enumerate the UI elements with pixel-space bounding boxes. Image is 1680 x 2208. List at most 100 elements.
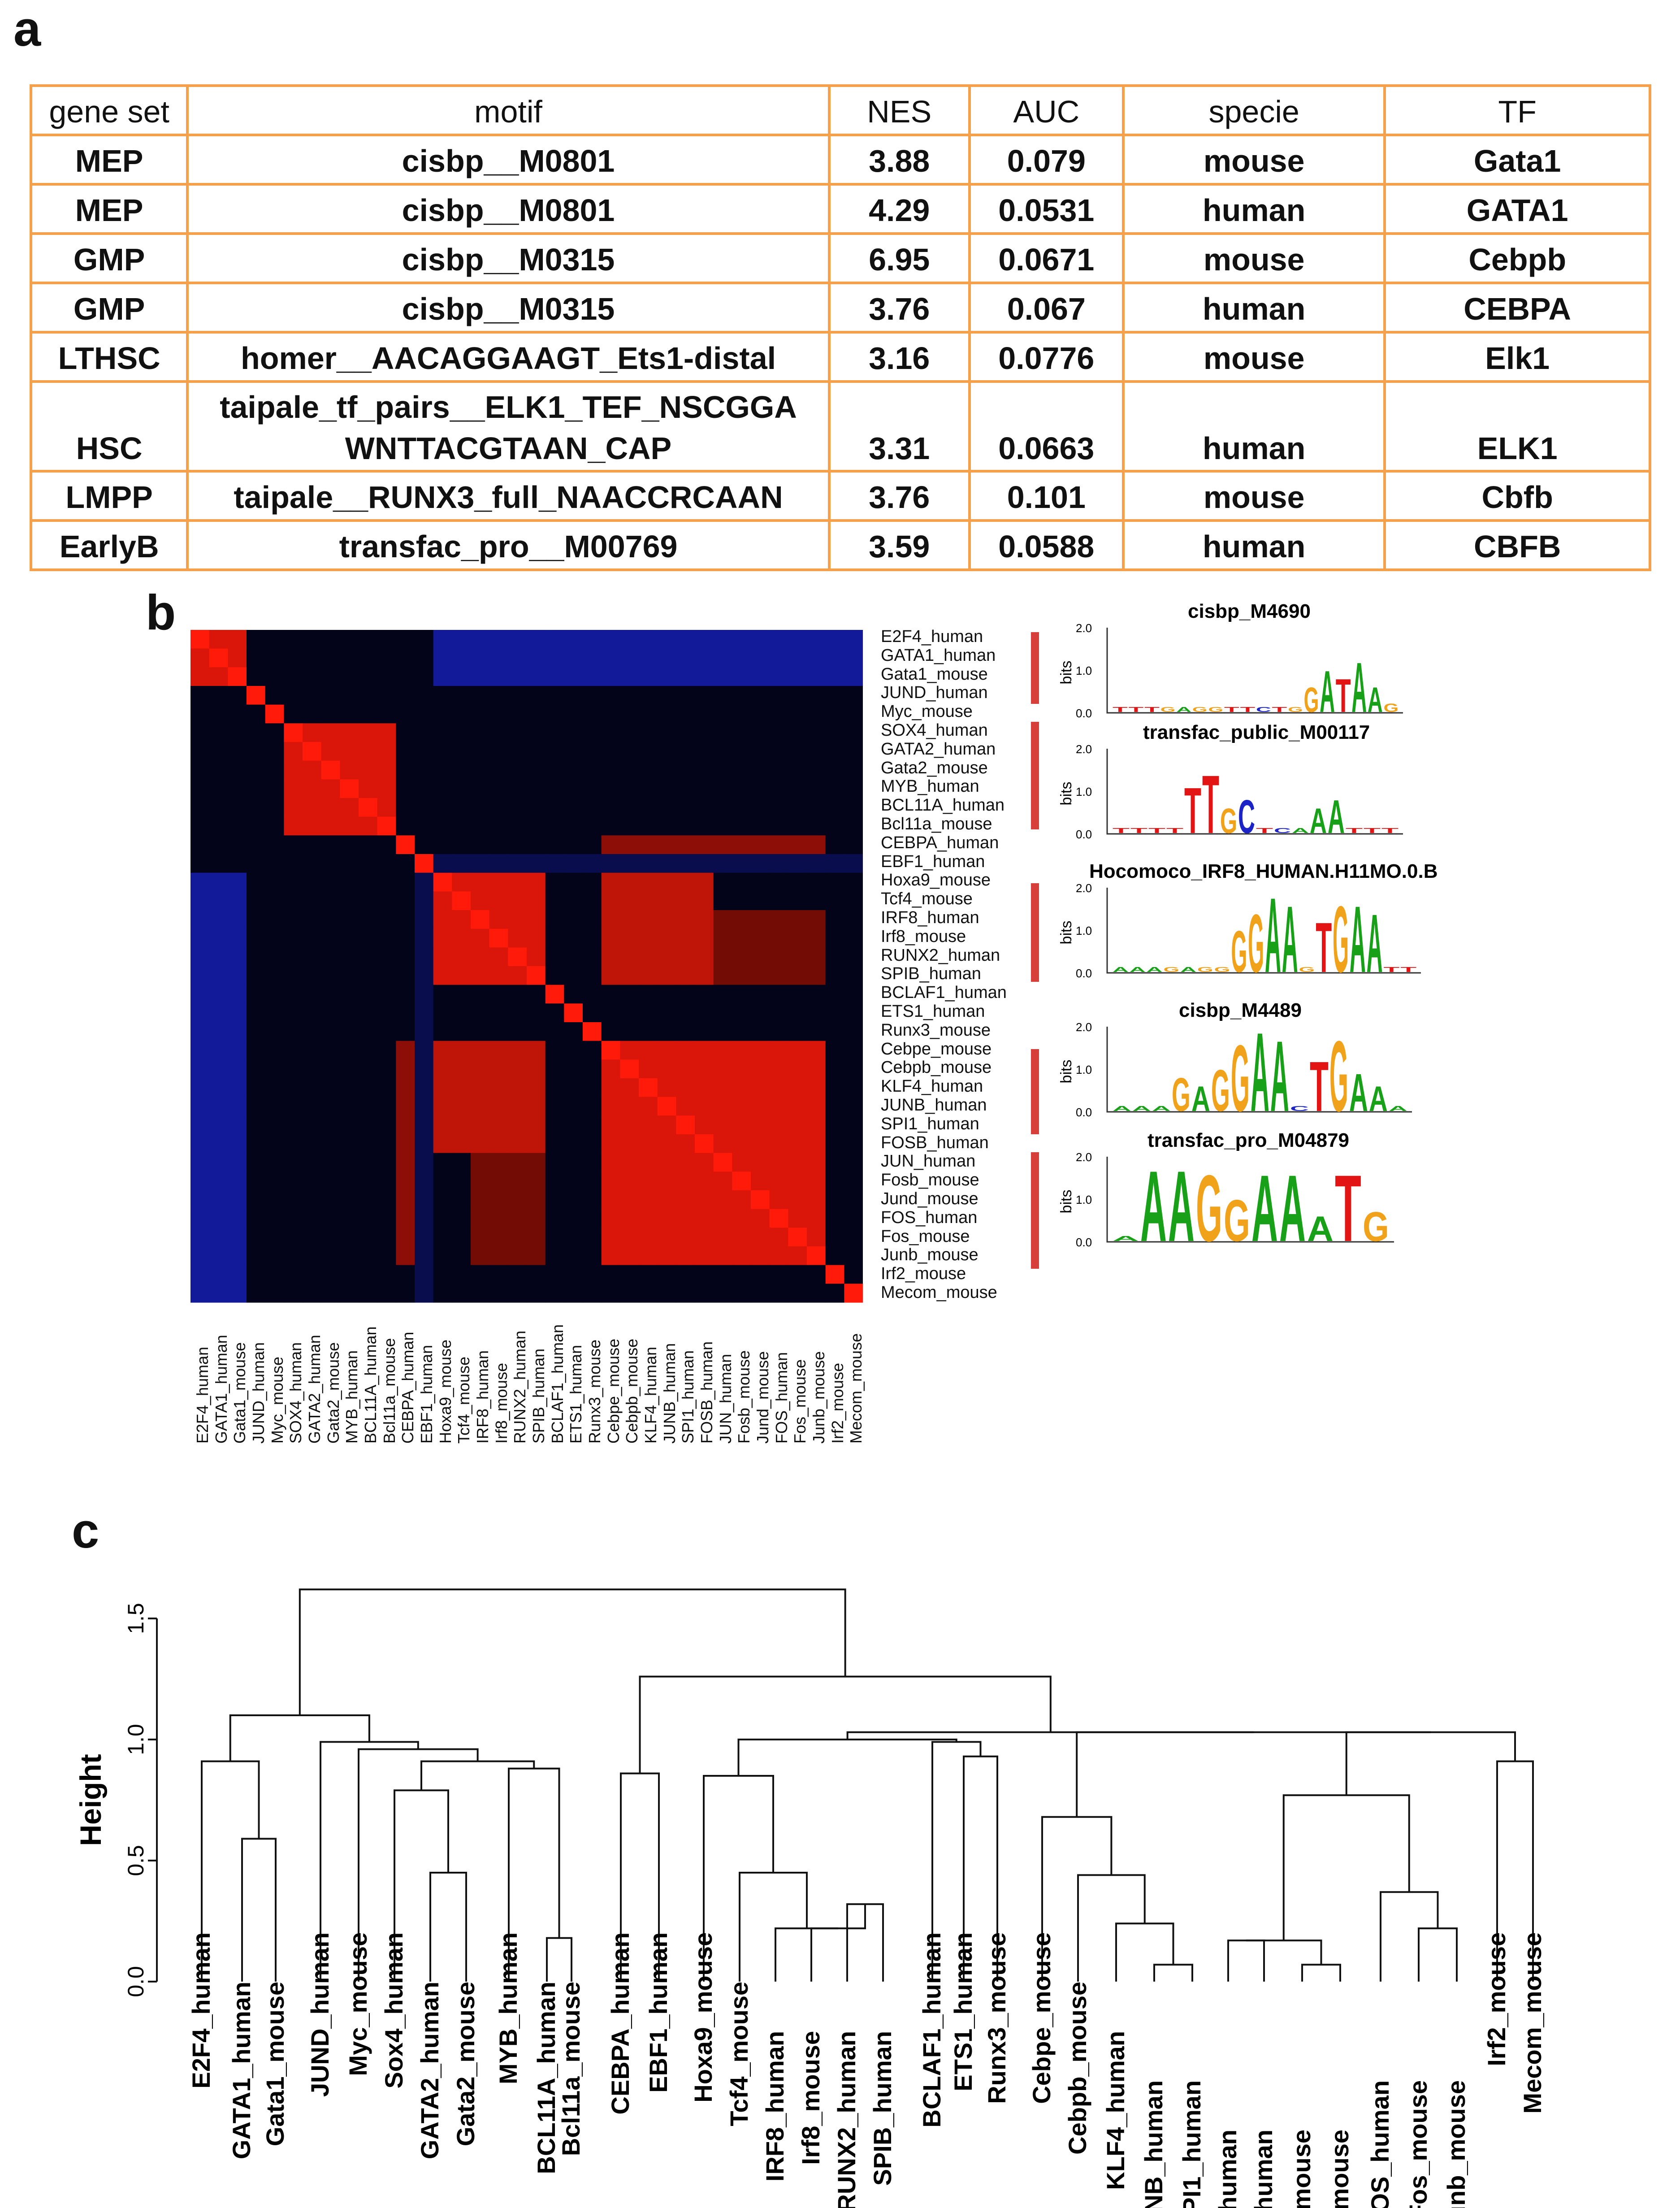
heatmap-cell (807, 910, 826, 929)
heatmap-cell (471, 798, 490, 817)
heatmap-cell (545, 985, 564, 1004)
heatmap-cell (228, 1041, 247, 1060)
logo-letter: T (1113, 706, 1128, 714)
cell-specie: mouse (1121, 470, 1386, 522)
logo-letter: G (1196, 1156, 1222, 1262)
heatmap-cell (508, 835, 527, 855)
heatmap-cell (732, 966, 751, 985)
table-row: HSC taipale_tf_pairs__ELK1_TEF_NSCGGA WNT… (29, 380, 1651, 473)
heatmap-cell (564, 704, 583, 724)
heatmap-cell (713, 704, 732, 724)
heatmap-cell (788, 779, 807, 798)
heatmap-cell (303, 779, 322, 798)
heatmap-cell (209, 985, 228, 1004)
heatmap-cell (844, 686, 863, 705)
heatmap-cell (545, 704, 564, 724)
heatmap-cell (415, 704, 434, 724)
heatmap-cell (601, 630, 620, 649)
heatmap-cell (751, 1003, 770, 1023)
logo-letter: A (1292, 827, 1309, 835)
heatmap-grid (191, 630, 863, 1303)
logo-y-tick: 1.0 (1076, 924, 1092, 937)
heatmap-cell (601, 798, 620, 817)
heatmap-cell (527, 648, 546, 668)
logo-letter: T (1256, 827, 1273, 835)
heatmap-cell (732, 723, 751, 742)
heatmap-column-label: Cebpb_mouse (623, 1338, 641, 1444)
heatmap-cell (247, 798, 266, 817)
heatmap-cell (527, 779, 546, 798)
heatmap-cell (321, 1041, 340, 1060)
heatmap-cell (788, 1078, 807, 1097)
heatmap-cell (321, 854, 340, 873)
dendrogram-leaf-label: RUNX2_human (832, 2031, 861, 2208)
heatmap-cell (769, 835, 788, 855)
heatmap-cell (769, 910, 788, 929)
heatmap-cell (191, 1041, 210, 1060)
heatmap-cell (303, 985, 322, 1004)
heatmap-cell (191, 686, 210, 705)
heatmap-cell (321, 798, 340, 817)
heatmap-cell (545, 854, 564, 873)
heatmap-cell (284, 667, 303, 686)
heatmap-cell (284, 910, 303, 929)
heatmap-cell (657, 667, 676, 686)
heatmap-cell (209, 835, 228, 855)
heatmap-cell (769, 947, 788, 967)
logo-letter: T (1144, 706, 1160, 714)
heatmap-cell (303, 667, 322, 686)
heatmap-cell (564, 779, 583, 798)
heatmap-cell (583, 854, 602, 873)
heatmap-cell (769, 630, 788, 649)
heatmap-column-label: Fosb_mouse (735, 1350, 753, 1444)
heatmap-cell (247, 1003, 266, 1023)
heatmap-cell (284, 835, 303, 855)
dendrogram-y-label: Height (74, 1754, 107, 1846)
heatmap-cell (807, 1078, 826, 1097)
heatmap-cell (769, 686, 788, 705)
heatmap-cell (303, 1078, 322, 1097)
logo-letter: A (1279, 1156, 1306, 1262)
heatmap-cell (471, 928, 490, 948)
heatmap-cell (676, 1041, 695, 1060)
heatmap-cell (321, 648, 340, 668)
heatmap-cell (695, 835, 714, 855)
heatmap-cell (228, 891, 247, 911)
heatmap-cell (620, 798, 639, 817)
logo-letter: G (1160, 706, 1176, 714)
dendrogram-leaf-label: Bcl11a_mouse (557, 1982, 585, 2156)
heatmap-cell (396, 835, 415, 855)
heatmap-column-label: Hoxa9_mouse (436, 1339, 455, 1444)
heatmap-cell (807, 1059, 826, 1079)
heatmap-cell (769, 798, 788, 817)
cell-tf: Gata1 (1383, 134, 1651, 186)
dendrogram-leaf-label: Cebpe_mouse (1027, 1932, 1056, 2104)
heatmap-cell (359, 798, 378, 817)
heatmap-cell (545, 648, 564, 668)
heatmap-cell (284, 872, 303, 892)
heatmap-cell (191, 1078, 210, 1097)
heatmap-cell (340, 1003, 359, 1023)
heatmap-cell (191, 910, 210, 929)
heatmap-cell (807, 947, 826, 967)
heatmap-cell (657, 1022, 676, 1041)
heatmap-cell (471, 760, 490, 780)
logo-y-tick: 2.0 (1076, 621, 1092, 635)
heatmap-cell (825, 648, 844, 668)
heatmap-cell (284, 928, 303, 948)
heatmap-cell (452, 854, 471, 873)
heatmap-cell (695, 779, 714, 798)
cell-motif: cisbp__M0315 (186, 232, 831, 284)
heatmap-cell (359, 985, 378, 1004)
dendrogram-leaf-label: JUN_human (1249, 2130, 1277, 2208)
dendrogram-branch (1282, 1794, 1410, 1941)
cell-nes: 4.29 (827, 183, 971, 235)
heatmap-cell (471, 1022, 490, 1041)
heatmap-cell (433, 760, 452, 780)
heatmap-cell (396, 891, 415, 911)
heatmap-cell (303, 723, 322, 742)
heatmap-cell (489, 1041, 508, 1060)
heatmap-cell (396, 985, 415, 1004)
heatmap-cell (620, 630, 639, 649)
heatmap-cell (751, 798, 770, 817)
